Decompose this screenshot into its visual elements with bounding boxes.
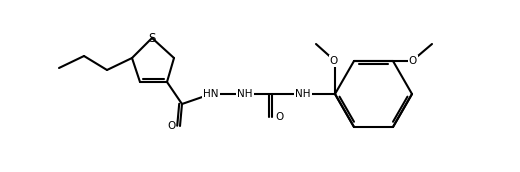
Text: HN: HN	[203, 89, 219, 99]
Text: O: O	[409, 56, 417, 66]
Text: O: O	[276, 112, 284, 122]
Text: O: O	[168, 121, 176, 131]
Text: S: S	[148, 31, 155, 45]
Text: NH: NH	[237, 89, 253, 99]
Text: NH: NH	[295, 89, 311, 99]
Text: O: O	[330, 56, 338, 66]
